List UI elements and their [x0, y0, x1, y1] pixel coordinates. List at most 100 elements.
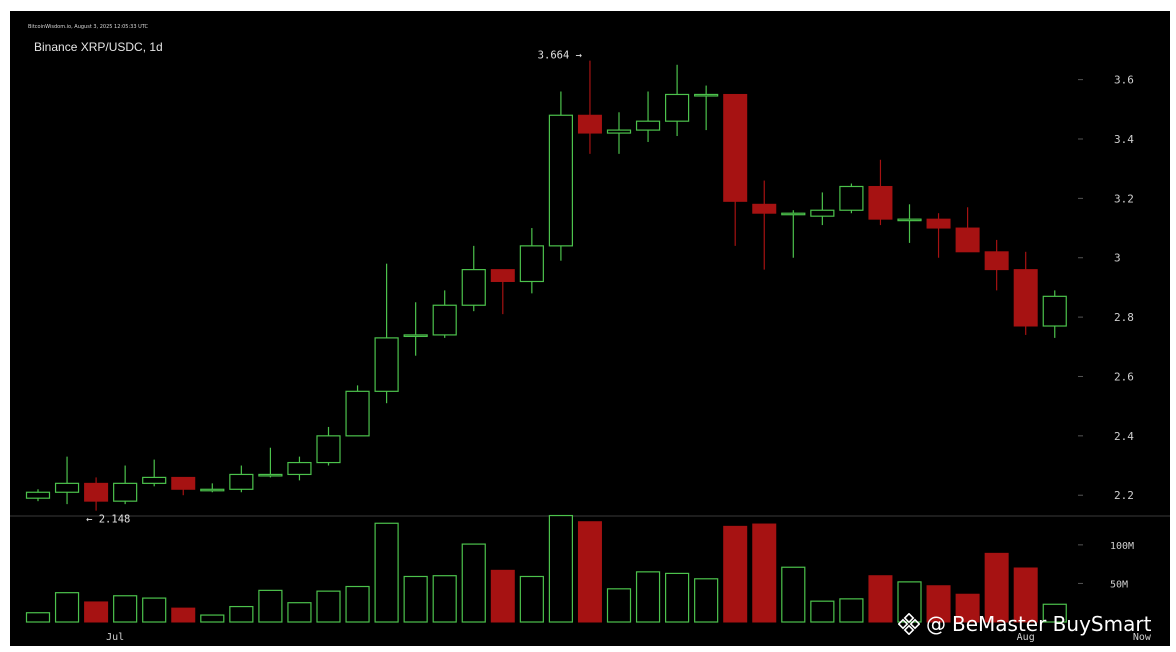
volume-bar-up	[548, 514, 574, 623]
volume-bar-up	[316, 590, 341, 623]
candle-body-up	[54, 482, 80, 493]
candle-body-up	[258, 473, 283, 477]
volume-bar-up	[54, 592, 80, 623]
candle-body-down	[1013, 269, 1038, 327]
candles-layer	[25, 60, 1067, 511]
volume-bar-down	[955, 593, 980, 623]
volume-bar-up	[635, 571, 661, 623]
candle-body-down	[84, 482, 109, 502]
price-tick-label: 3.2	[1114, 192, 1134, 205]
candle-body-up	[664, 93, 690, 122]
volume-bar-up	[258, 589, 283, 623]
volume-tick-label: 100M	[1110, 541, 1134, 552]
volume-bar-up	[432, 575, 457, 623]
price-tick-label: 3	[1114, 252, 1121, 265]
candle-body-up	[345, 390, 370, 437]
volume-bar-up	[200, 614, 225, 623]
time-label: Now	[1133, 632, 1152, 643]
time-axis: Jul Aug Now	[106, 632, 1152, 643]
candle-body-up	[113, 482, 138, 502]
volume-bar-down	[868, 575, 893, 623]
candle-body-up	[461, 269, 486, 306]
candle-body-up	[519, 245, 544, 283]
candle-body-up	[548, 114, 574, 247]
time-label: Jul	[106, 632, 124, 643]
volume-bar-up	[606, 588, 632, 623]
volume-bar-up	[519, 575, 544, 623]
watermark: @ BeMaster BuySmart	[897, 612, 1152, 636]
price-tick-label: 2.8	[1114, 311, 1134, 324]
candle-body-up	[142, 476, 167, 484]
price-tick-label: 2.6	[1114, 370, 1134, 383]
candle-body-up	[606, 129, 632, 134]
price-annotation: 3.664 →	[538, 50, 582, 62]
chart-frame: 2.2 2.4 2.6 2.8 3 3.2 3.4 3.6 50M 100M Jul Aug Now…	[10, 11, 1170, 646]
candle-body-up	[1042, 295, 1067, 327]
volume-bars-layer	[25, 514, 1067, 623]
annotations-layer: 3.664 → ← 2.148	[86, 50, 582, 526]
candle-body-up	[25, 491, 51, 499]
source-line: BitcoinWisdom.io, August 3, 2025 12:05:3…	[28, 24, 149, 30]
volume-bar-up	[287, 602, 312, 623]
candle-body-down	[984, 251, 1009, 271]
candle-body-down	[577, 114, 602, 134]
volume-bar-up	[25, 612, 51, 623]
candle-body-up	[374, 337, 399, 392]
candle-body-down	[926, 218, 951, 229]
watermark-text: BeMaster BuySmart	[952, 612, 1152, 636]
volume-bar-down	[984, 552, 1009, 623]
time-label: Aug	[1017, 632, 1035, 643]
volume-bar-down	[723, 525, 748, 623]
price-tick-label: 3.6	[1114, 74, 1134, 87]
candle-body-down	[868, 185, 893, 220]
candle-body-down	[723, 93, 748, 202]
candle-body-down	[171, 476, 196, 490]
candle-body-down	[955, 227, 980, 253]
volume-bar-up	[374, 522, 399, 623]
candle-body-up	[287, 461, 312, 476]
binance-diamond-icon	[897, 612, 921, 636]
price-tick-label: 3.4	[1114, 133, 1134, 146]
volume-tick-label: 50M	[1110, 579, 1128, 590]
candle-body-up	[781, 212, 806, 216]
candle-body-up	[839, 185, 864, 211]
candle-body-up	[897, 218, 922, 222]
candle-body-up	[200, 488, 225, 492]
volume-bar-up	[781, 566, 806, 623]
volume-bar-up	[142, 597, 167, 623]
volume-bar-down	[577, 521, 602, 623]
volume-bar-down	[1013, 567, 1038, 623]
candle-body-up	[810, 209, 835, 217]
volume-bar-up	[664, 572, 690, 623]
candle-body-up	[316, 435, 341, 464]
price-tick-label: 2.2	[1114, 489, 1134, 502]
volume-bar-up	[1042, 603, 1067, 623]
candle-body-up	[403, 334, 428, 338]
candle-body-up	[432, 304, 457, 336]
price-annotation: ← 2.148	[86, 514, 130, 526]
volume-bar-up	[403, 575, 428, 623]
candle-body-up	[694, 93, 719, 97]
volume-bar-up	[461, 543, 486, 623]
candle-body-up	[229, 473, 254, 490]
volume-bar-down	[926, 585, 951, 623]
price-tick-label: 2.4	[1114, 430, 1134, 443]
volume-bar-down	[84, 601, 109, 623]
chart-title: Binance XRP/USDC, 1d	[34, 40, 163, 54]
candle-body-up	[635, 120, 661, 131]
volume-bar-up	[810, 600, 835, 623]
volume-bar-up	[839, 598, 864, 623]
watermark-at: @	[926, 612, 946, 636]
volume-bar-down	[752, 523, 777, 623]
candle-body-down	[752, 203, 777, 214]
volume-bar-up	[694, 578, 719, 623]
volume-bar-up	[345, 585, 370, 623]
candlestick-chart[interactable]: 2.2 2.4 2.6 2.8 3 3.2 3.4 3.6 50M 100M Jul Aug Now…	[10, 11, 1170, 646]
volume-axis: 50M 100M	[1078, 541, 1134, 590]
volume-bar-up	[229, 605, 254, 623]
volume-bar-up	[113, 595, 138, 623]
volume-bar-down	[171, 607, 196, 623]
volume-bar-down	[490, 569, 515, 623]
price-axis: 2.2 2.4 2.6 2.8 3 3.2 3.4 3.6	[1078, 74, 1134, 502]
candle-body-down	[490, 269, 515, 282]
